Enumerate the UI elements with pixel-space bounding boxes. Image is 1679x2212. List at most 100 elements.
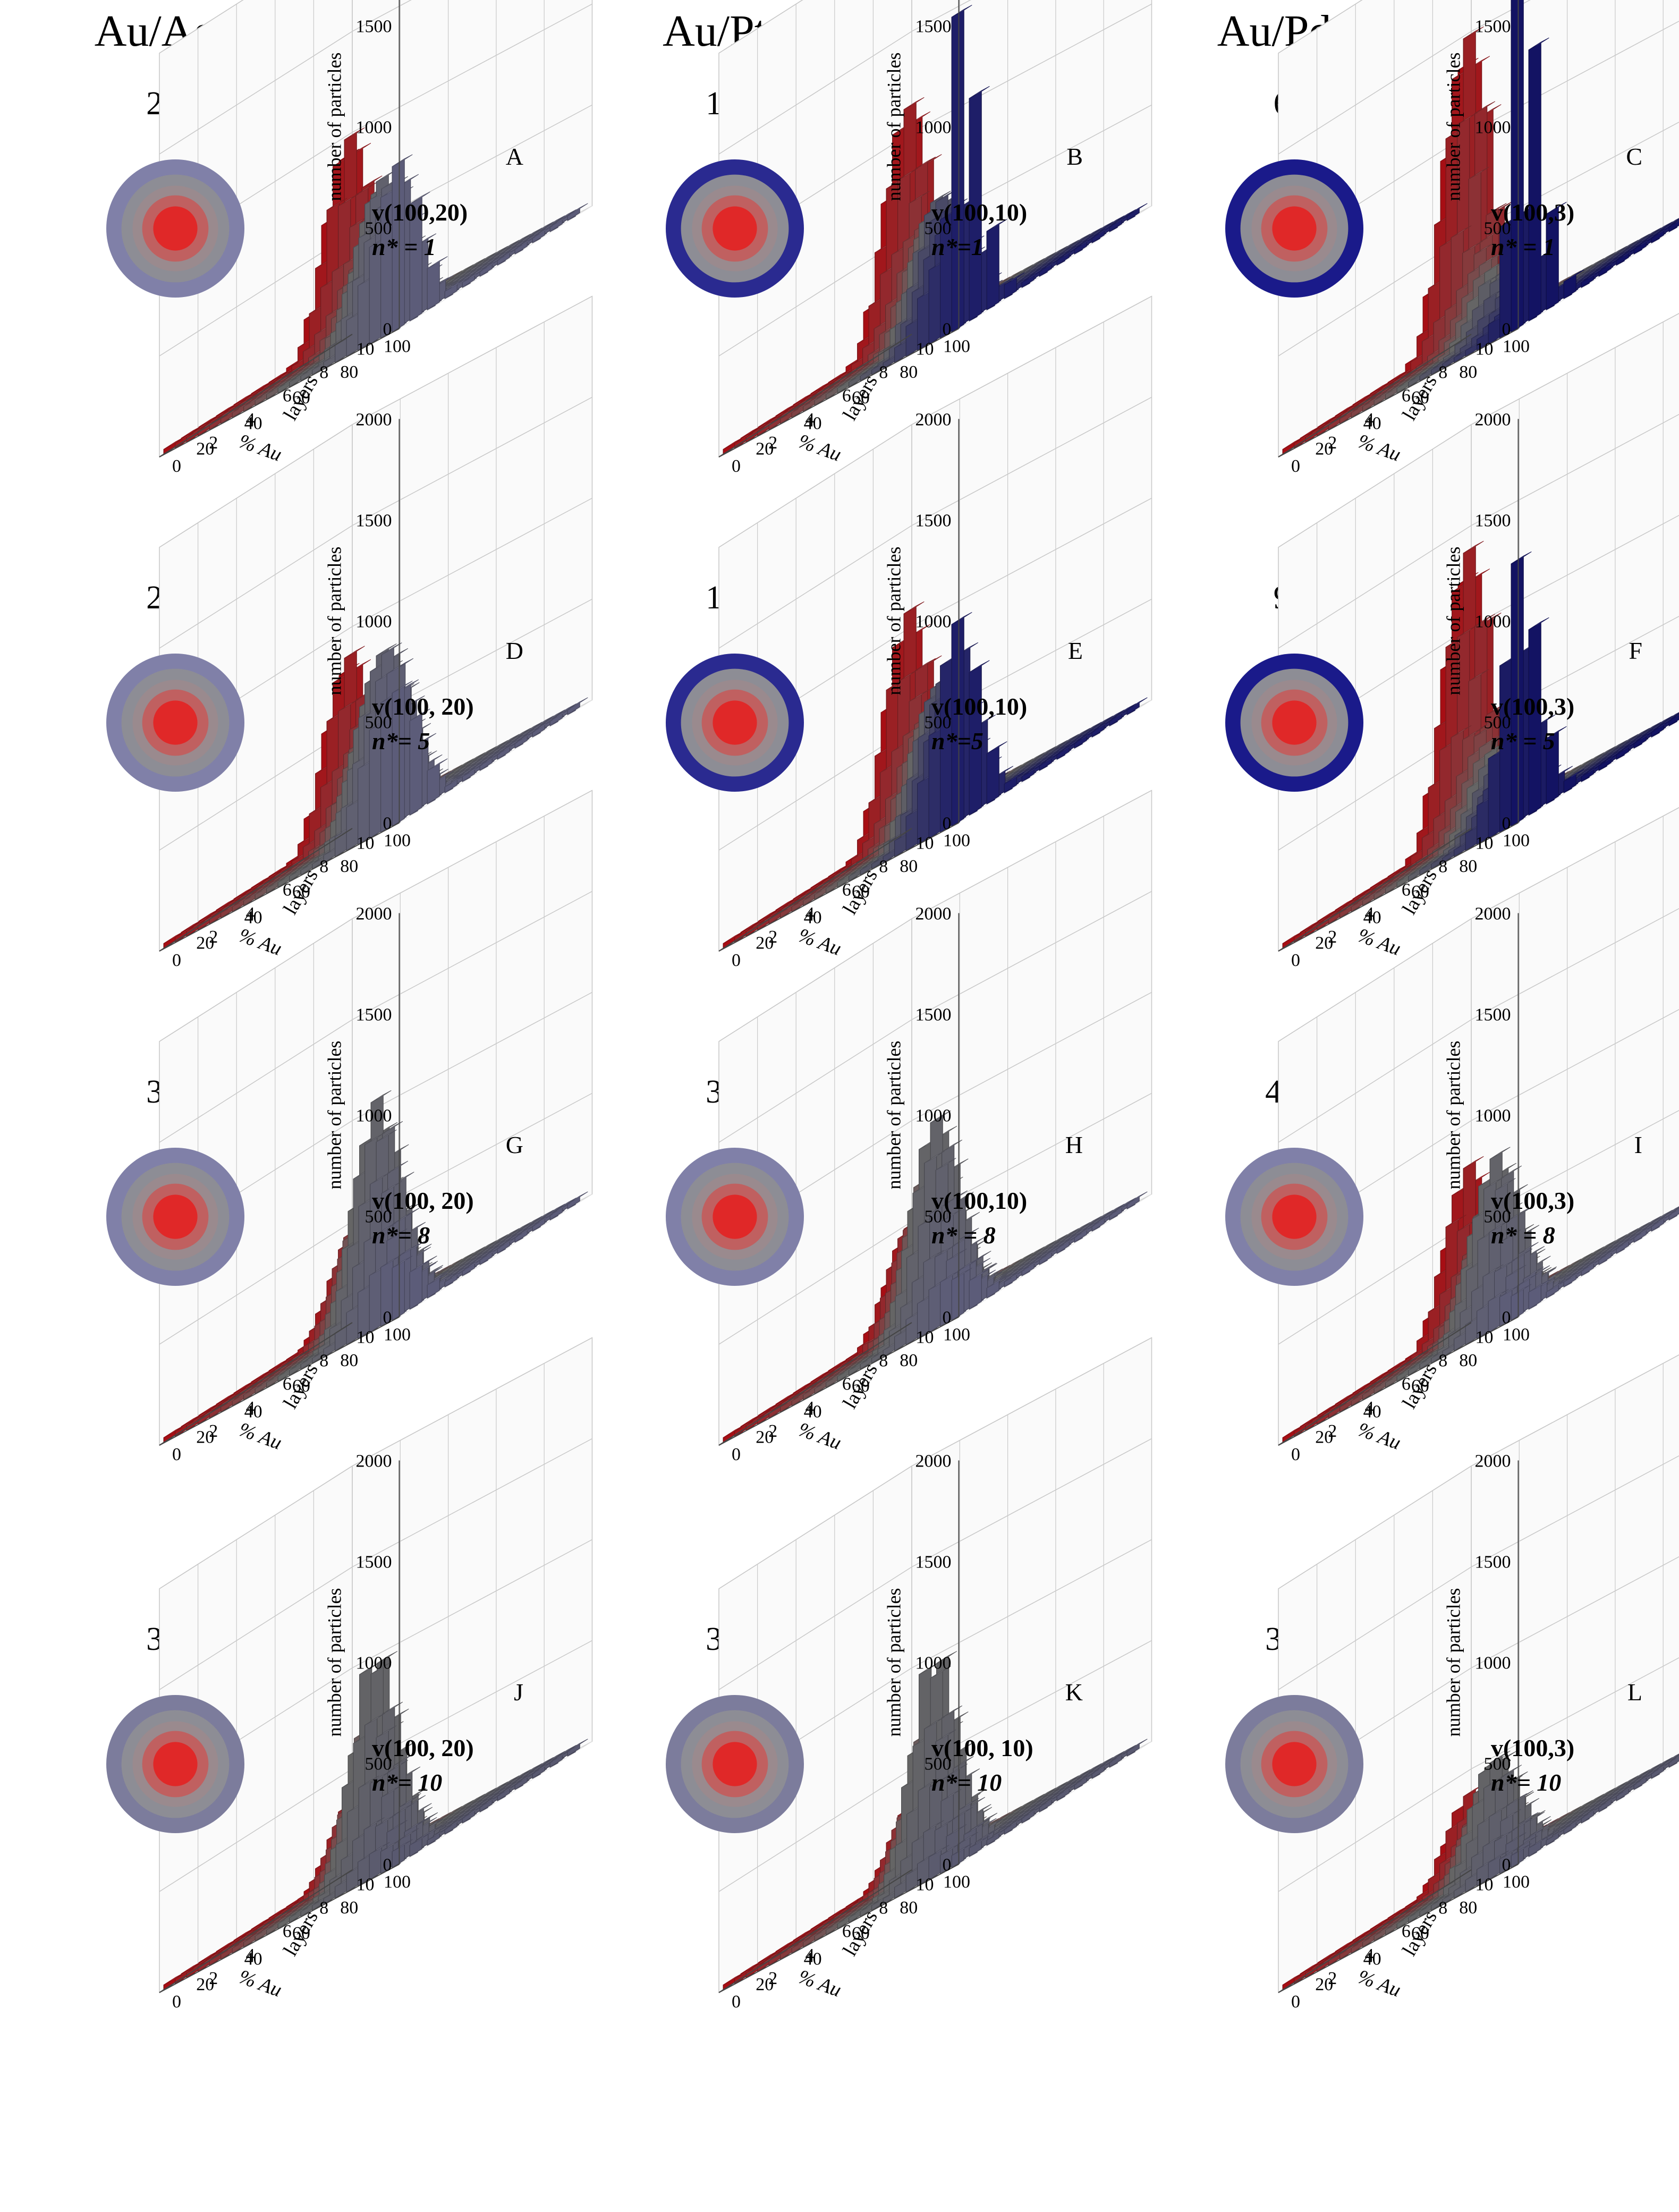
layer-tick-label: 4 bbox=[805, 410, 815, 429]
bar-D-x20-l8 bbox=[532, 719, 553, 738]
bar-A-x20-l0 bbox=[392, 154, 413, 333]
layer-tick-label: 0 bbox=[732, 1992, 741, 2012]
bar-A-x20-l9 bbox=[549, 214, 571, 233]
bar-D-x20-l7 bbox=[514, 731, 536, 749]
panel-letter: F bbox=[1629, 637, 1642, 664]
x-axis-label: % Au bbox=[236, 1965, 285, 2002]
layer-tick-label: 4 bbox=[246, 1398, 255, 1418]
bar-B-x20-l8 bbox=[1091, 225, 1113, 244]
bar-E-x11-l0 bbox=[849, 863, 870, 882]
bar-F-x10-l0 bbox=[1396, 870, 1418, 888]
layer-tick-label: 6 bbox=[1402, 386, 1411, 406]
bar-F-x6-l0 bbox=[1351, 894, 1372, 913]
bar-C-x20-l8 bbox=[1651, 225, 1672, 244]
y-axis-label: number of particles bbox=[1443, 1588, 1464, 1737]
bar-A-x20-l3 bbox=[444, 279, 465, 300]
layer-tick-label: 8 bbox=[1438, 363, 1447, 383]
bar-F-x20-l4 bbox=[1581, 764, 1602, 783]
x-tick-label: 100 bbox=[384, 831, 411, 851]
bar-E-x5-l0 bbox=[780, 900, 801, 919]
layer-tick-label: 10 bbox=[1476, 1328, 1494, 1347]
bar-D-x10-l0 bbox=[277, 870, 299, 888]
bar-A-x0-l0 bbox=[163, 437, 184, 455]
x-tick-label: 40 bbox=[244, 908, 262, 927]
bar-F-x20-l2 bbox=[1546, 726, 1567, 805]
bar-B-x20-l10 bbox=[1126, 203, 1148, 222]
y-tick-label: 1500 bbox=[356, 17, 392, 37]
layer-tick-label: 8 bbox=[879, 1351, 888, 1371]
x-tick-label: 20 bbox=[196, 439, 214, 459]
layer-tick-label: 2 bbox=[209, 1421, 218, 1441]
bar-G-x20-l10 bbox=[567, 1191, 588, 1210]
x-tick-label: 80 bbox=[900, 1351, 918, 1370]
bar-A-x20-l10 bbox=[567, 203, 588, 222]
particle-schematic-icon bbox=[666, 1695, 804, 1833]
layer-tick-label: 2 bbox=[1328, 1969, 1337, 1988]
chart-panel-F: 9.4% Au at surface0500100015002000number… bbox=[1119, 313, 1679, 1084]
bar-G-x20-l5 bbox=[479, 1247, 501, 1266]
bar-D-x20-l10 bbox=[567, 697, 588, 716]
bar-D-x20-l9 bbox=[549, 708, 571, 727]
y-tick-label: 500 bbox=[925, 219, 952, 239]
layer-tick-label: 2 bbox=[768, 927, 777, 947]
layer-tick-label: 0 bbox=[172, 1445, 181, 1464]
y-tick-label: 1500 bbox=[915, 1553, 952, 1572]
layer-tick-label: 8 bbox=[319, 363, 328, 383]
y-tick-label: 2000 bbox=[1475, 1452, 1511, 1471]
x-tick-label: 100 bbox=[1503, 831, 1530, 851]
chart-panel-L: 39.0% Au at surface0500100015002000numbe… bbox=[1119, 1354, 1679, 2125]
bar-D-x8-l0 bbox=[255, 882, 276, 901]
x-tick-label: 100 bbox=[943, 831, 970, 851]
y-axis-label: number of particles bbox=[1443, 547, 1464, 696]
bar-G-x20-l9 bbox=[549, 1202, 571, 1221]
x-axis-label: % Au bbox=[1355, 1965, 1404, 2002]
v-parameter-label: v(100,10) bbox=[931, 199, 1027, 226]
layer-tick-label: 4 bbox=[1365, 1398, 1374, 1418]
layer-tick-label: 4 bbox=[1365, 904, 1374, 923]
layer-tick-label: 4 bbox=[805, 1398, 815, 1418]
bar-D-x20-l5 bbox=[479, 753, 501, 772]
bar-B-x8-l0 bbox=[814, 388, 835, 406]
chart-panel-J: 33.9% Au at surface0500100015002000numbe… bbox=[0, 1337, 593, 2125]
x-tick-label: 80 bbox=[340, 857, 358, 876]
bar-F-x20-l3 bbox=[1563, 769, 1584, 794]
bar-C-x11-l0 bbox=[1408, 369, 1429, 388]
y-tick-label: 2000 bbox=[356, 904, 392, 924]
bar-E-x20-l9 bbox=[1109, 708, 1130, 727]
bar-F-x20-l1 bbox=[1528, 617, 1549, 816]
bar-E-x6-l0 bbox=[791, 894, 812, 913]
particle-schematic-icon bbox=[666, 159, 804, 298]
bar-B-x19-l0 bbox=[940, 207, 961, 339]
n-star-label: n*= 8 bbox=[372, 1222, 430, 1249]
x-tick-label: 100 bbox=[1503, 1872, 1530, 1892]
bar-B-x20-l3 bbox=[1004, 272, 1025, 300]
chart-panel-B: 16.5% Au at surface0500100015002000numbe… bbox=[559, 0, 1152, 590]
layer-tick-label: 0 bbox=[732, 951, 741, 970]
bar-B-x16-l0 bbox=[905, 314, 927, 358]
x-axis-label: % Au bbox=[1355, 924, 1404, 960]
bar-D-x20-l1 bbox=[409, 708, 430, 816]
panel-letter: K bbox=[1065, 1679, 1083, 1706]
layer-tick-label: 4 bbox=[246, 410, 255, 429]
particle-schematic-icon bbox=[1225, 159, 1363, 298]
n-star-label: n* = 1 bbox=[372, 233, 436, 260]
layer-tick-label: 8 bbox=[879, 1899, 888, 1918]
y-tick-label: 0 bbox=[943, 320, 952, 340]
y-tick-label: 1000 bbox=[915, 1654, 952, 1673]
layer-tick-label: 10 bbox=[1476, 834, 1494, 853]
x-tick-label: 80 bbox=[1459, 362, 1477, 382]
v-parameter-label: v(100,3) bbox=[1491, 1187, 1574, 1214]
layer-tick-label: 10 bbox=[916, 340, 934, 359]
v-parameter-label: v(100,20) bbox=[372, 199, 468, 226]
y-tick-label: 2000 bbox=[915, 1452, 952, 1471]
bar-A-x5-l0 bbox=[221, 406, 242, 425]
v-parameter-label: v(100, 20) bbox=[372, 1187, 474, 1214]
bar-D-x0-l0 bbox=[163, 931, 184, 950]
y-tick-label: 1500 bbox=[356, 1005, 392, 1025]
bar-B-x6-l0 bbox=[791, 400, 812, 419]
bars bbox=[163, 127, 588, 455]
layer-tick-label: 8 bbox=[1438, 1351, 1447, 1371]
bar-F-x20-l6 bbox=[1616, 742, 1637, 760]
x-tick-label: 100 bbox=[943, 1325, 970, 1345]
